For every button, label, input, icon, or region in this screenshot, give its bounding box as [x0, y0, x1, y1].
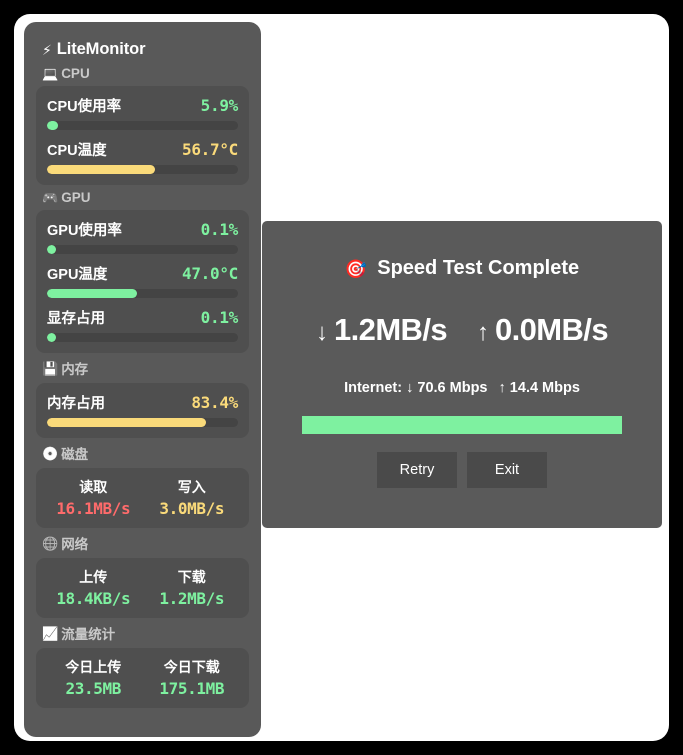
- metric-vram-usage: 显存占用 0.1%: [47, 307, 238, 342]
- progress-fill: [47, 418, 207, 427]
- card-network: 上传 18.4KB/s 下载 1.2MB/s: [36, 558, 249, 618]
- app-title: ⚡ LiteMonitor: [42, 40, 249, 59]
- section-label-disk: 磁盘: [61, 447, 89, 462]
- internet-summary: Internet: ↓ 70.6 Mbps ↑ 14.4 Mbps: [284, 380, 640, 396]
- metric-label: CPU温度: [47, 143, 107, 159]
- dialog-title-label: Speed Test Complete: [377, 257, 580, 279]
- upload-speed-value: 0.0MB/s: [495, 312, 609, 347]
- bolt-icon: ⚡: [42, 41, 52, 58]
- optical-disk-icon: 💿: [42, 445, 59, 461]
- gamepad-icon: 🎮: [42, 190, 59, 205]
- stat-value: 18.4KB/s: [56, 589, 131, 608]
- section-label-gpu: GPU: [61, 190, 91, 205]
- stat-value: 23.5MB: [65, 679, 122, 698]
- section-header-disk: 💿 磁盘: [42, 443, 249, 463]
- metric-label: 内存占用: [47, 396, 105, 412]
- internet-download-value: ↓ 70.6 Mbps: [406, 380, 488, 396]
- section-label-memory: 内存: [61, 362, 89, 377]
- metric-cpu-temperature: CPU温度 56.7°C: [47, 139, 238, 174]
- download-speed: ↓ 1.2MB/s: [316, 312, 448, 348]
- stat-label: 读取: [79, 479, 108, 495]
- section-header-memory: 💾 内存: [42, 358, 249, 378]
- section-label-network: 网络: [61, 537, 89, 552]
- internet-label: Internet:: [344, 380, 403, 396]
- card-memory: 内存占用 83.4%: [36, 383, 249, 438]
- progress-fill: [47, 289, 137, 298]
- metric-label: CPU使用率: [47, 99, 122, 115]
- internet-upload-value: ↑ 14.4 Mbps: [498, 380, 580, 396]
- dialog-button-row: Retry Exit: [284, 452, 640, 488]
- metric-value: 0.1%: [200, 308, 239, 327]
- metric-value: 0.1%: [200, 220, 239, 239]
- stat-value: 175.1MB: [159, 679, 225, 698]
- progress-fill: [47, 245, 56, 254]
- dialog-speed-results: ↓ 1.2MB/s ↑ 0.0MB/s: [284, 312, 640, 348]
- progress-track: [47, 245, 238, 254]
- stat-value: 16.1MB/s: [56, 499, 131, 518]
- retry-button[interactable]: Retry: [377, 452, 457, 488]
- metric-value: 5.9%: [200, 96, 239, 115]
- metric-gpu-temperature: GPU温度 47.0°C: [47, 263, 238, 298]
- metric-value: 56.7°C: [182, 140, 238, 159]
- speed-test-progress-track: [302, 416, 622, 434]
- progress-track: [47, 333, 238, 342]
- download-speed-value: 1.2MB/s: [334, 312, 448, 347]
- stat-disk-read: 读取 16.1MB/s: [44, 477, 143, 518]
- section-header-traffic-stats: 📈 流量统计: [42, 623, 249, 643]
- exit-button[interactable]: Exit: [467, 452, 547, 488]
- stat-net-upload: 上传 18.4KB/s: [44, 567, 143, 608]
- section-label-cpu: CPU: [61, 66, 90, 81]
- progress-track: [47, 121, 238, 130]
- metric-cpu-usage: CPU使用率 5.9%: [47, 95, 238, 130]
- section-header-gpu: 🎮 GPU: [42, 190, 249, 205]
- metric-gpu-usage: GPU使用率 0.1%: [47, 219, 238, 254]
- monitor-sidebar: ⚡ LiteMonitor 💻 CPU CPU使用率 5.9% CPU温度: [24, 22, 261, 737]
- card-gpu: GPU使用率 0.1% GPU温度 47.0°C 显存占用: [36, 210, 249, 353]
- metric-label: 显存占用: [47, 311, 105, 327]
- metric-value: 47.0°C: [182, 264, 238, 283]
- speed-test-dialog: 🎯 Speed Test Complete ↓ 1.2MB/s ↑ 0.0MB/…: [262, 221, 662, 528]
- section-label-traffic-stats: 流量统计: [61, 627, 116, 642]
- progress-fill: [47, 333, 56, 342]
- metric-value: 83.4%: [191, 393, 238, 412]
- chart-increasing-icon: 📈: [42, 625, 59, 641]
- progress-track: [47, 289, 238, 298]
- card-cpu: CPU使用率 5.9% CPU温度 56.7°C: [36, 86, 249, 185]
- computer-icon: 💻: [42, 66, 59, 81]
- card-traffic-stats: 今日上传 23.5MB 今日下载 175.1MB: [36, 648, 249, 708]
- app-title-label: LiteMonitor: [56, 40, 146, 58]
- progress-fill: [47, 165, 156, 174]
- target-icon: 🎯: [344, 258, 368, 279]
- stat-today-upload: 今日上传 23.5MB: [44, 657, 143, 698]
- stat-label: 下载: [177, 569, 206, 585]
- metric-label: GPU温度: [47, 267, 108, 283]
- upload-arrow-icon: ↑: [477, 319, 489, 346]
- globe-icon: 🌐: [42, 535, 59, 551]
- floppy-disk-icon: 💾: [42, 360, 59, 376]
- metric-label: GPU使用率: [47, 223, 122, 239]
- dialog-title: 🎯 Speed Test Complete: [284, 257, 640, 280]
- stat-value: 1.2MB/s: [159, 589, 225, 608]
- speed-test-progress-fill: [302, 416, 622, 434]
- metric-memory-usage: 内存占用 83.4%: [47, 392, 238, 427]
- stat-label: 写入: [177, 479, 206, 495]
- stat-label: 今日下载: [163, 659, 220, 675]
- section-header-cpu: 💻 CPU: [42, 66, 249, 81]
- stat-today-download: 今日下载 175.1MB: [143, 657, 242, 698]
- stat-label: 上传: [79, 569, 108, 585]
- progress-fill: [47, 121, 59, 130]
- upload-speed: ↑ 0.0MB/s: [477, 312, 609, 348]
- download-arrow-icon: ↓: [316, 319, 329, 346]
- progress-track: [47, 165, 238, 174]
- section-header-network: 🌐 网络: [42, 533, 249, 553]
- stat-value: 3.0MB/s: [159, 499, 225, 518]
- stat-label: 今日上传: [65, 659, 122, 675]
- stat-disk-write: 写入 3.0MB/s: [143, 477, 242, 518]
- progress-track: [47, 418, 238, 427]
- stat-net-download: 下载 1.2MB/s: [143, 567, 242, 608]
- card-disk: 读取 16.1MB/s 写入 3.0MB/s: [36, 468, 249, 528]
